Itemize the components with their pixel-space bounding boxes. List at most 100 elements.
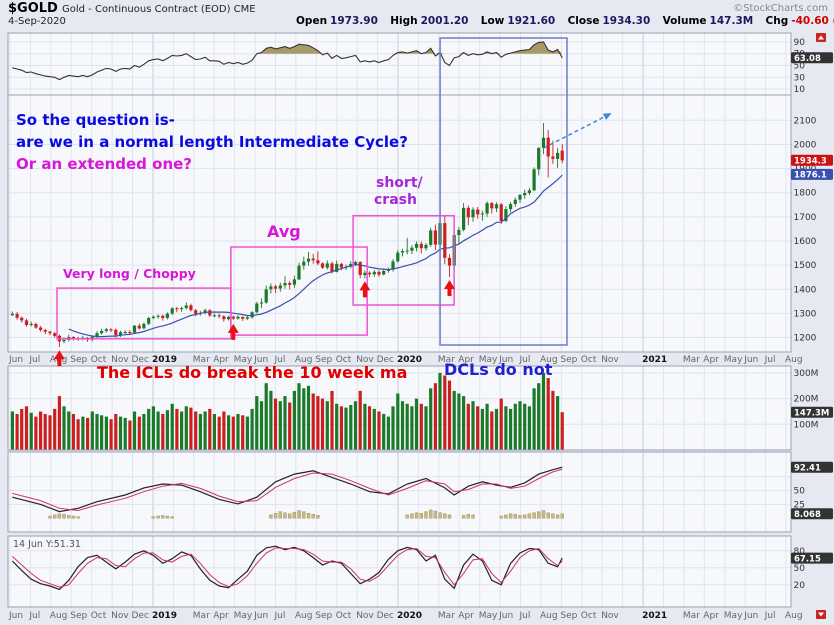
low-label: Low (480, 15, 505, 27)
svg-text:1200: 1200 (794, 334, 817, 344)
svg-text:Oct: Oct (91, 611, 107, 621)
svg-text:1700: 1700 (794, 213, 817, 223)
svg-text:100M: 100M (794, 420, 819, 430)
svg-text:1934.3: 1934.3 (794, 157, 827, 167)
price-panel (8, 95, 791, 352)
symbol-description: Gold - Continuous Contract (EOD) CME (62, 4, 256, 15)
svg-text:Dec: Dec (377, 355, 394, 365)
svg-text:Aug: Aug (785, 611, 803, 621)
svg-text:Jun: Jun (253, 355, 268, 365)
svg-text:Aug: Aug (295, 355, 313, 365)
open-value: 1973.90 (330, 15, 378, 27)
svg-text:Nov: Nov (601, 355, 619, 365)
icl-arrow (444, 280, 455, 296)
svg-text:Mar: Mar (193, 355, 210, 365)
chart-date: 4-Sep-2020 (8, 16, 66, 27)
svg-text:Sep: Sep (560, 355, 577, 365)
svg-text:2020: 2020 (397, 611, 422, 621)
svg-text:Aug: Aug (295, 611, 313, 621)
annotation-question-1: So the question is- (16, 111, 175, 129)
svg-text:May: May (724, 611, 743, 621)
svg-text:1300: 1300 (794, 309, 817, 319)
svg-text:Jun: Jun (743, 355, 758, 365)
svg-text:50: 50 (794, 62, 806, 72)
svg-text:63.08: 63.08 (794, 54, 821, 64)
chg-label: Chg (765, 15, 789, 27)
svg-text:Apr: Apr (213, 355, 229, 365)
annotation-dcl-note: DCLs do not (444, 360, 553, 379)
axis-scroll-down-icon[interactable] (816, 610, 826, 619)
svg-text:92.41: 92.41 (794, 463, 821, 473)
volume-value: 147.3M (709, 15, 754, 27)
svg-text:May: May (479, 611, 498, 621)
quote-strip: Open 1973.90 High 2001.20 Low 1921.60 Close… (296, 15, 834, 27)
svg-text:Jul: Jul (764, 355, 776, 365)
svg-text:Mar: Mar (438, 355, 455, 365)
svg-text:Oct: Oct (581, 611, 597, 621)
svg-text:Jul: Jul (519, 611, 531, 621)
svg-text:Jul: Jul (764, 611, 776, 621)
svg-text:2000: 2000 (794, 141, 817, 151)
annotation-question-3: Or an extended one? (16, 155, 192, 173)
annotation-crash: crash (374, 192, 417, 208)
annotation-very-long-choppy: Very long / Choppy (63, 266, 196, 281)
svg-text:Oct: Oct (336, 611, 352, 621)
svg-text:1876.1: 1876.1 (794, 171, 827, 181)
svg-text:2021: 2021 (642, 355, 667, 365)
close-value: 1934.30 (602, 15, 651, 27)
svg-text:Jul: Jul (28, 355, 40, 365)
svg-text:Oct: Oct (91, 355, 107, 365)
low-value: 1921.60 (507, 15, 556, 27)
svg-text:Apr: Apr (703, 611, 719, 621)
svg-text:Oct: Oct (336, 355, 352, 365)
svg-text:Apr: Apr (458, 611, 474, 621)
svg-text:Jul: Jul (274, 611, 286, 621)
rsi-panel (8, 33, 791, 95)
svg-text:Mar: Mar (438, 611, 455, 621)
volume-label: Volume (662, 15, 707, 27)
svg-text:Apr: Apr (213, 611, 229, 621)
svg-text:50: 50 (794, 564, 806, 574)
svg-text:300M: 300M (794, 369, 819, 379)
svg-text:May: May (234, 355, 253, 365)
icl-arrow (359, 281, 371, 298)
svg-text:Aug: Aug (50, 611, 68, 621)
svg-text:67.15: 67.15 (794, 554, 821, 564)
bottom-panel-hover-label: 14 Jun Y:51.31 (11, 539, 83, 550)
svg-text:Mar: Mar (683, 611, 700, 621)
svg-text:Sep: Sep (315, 355, 332, 365)
svg-text:Dec: Dec (132, 355, 149, 365)
svg-text:Sep: Sep (70, 611, 87, 621)
chg-value: -40.60 (-2.06%) (791, 15, 834, 27)
svg-text:10: 10 (794, 85, 806, 95)
open-label: Open (296, 15, 328, 27)
svg-text:Jul: Jul (28, 611, 40, 621)
svg-text:200M: 200M (794, 395, 819, 405)
svg-text:Nov: Nov (356, 355, 374, 365)
svg-text:8.068: 8.068 (794, 510, 821, 520)
stockcharts-watermark-link[interactable]: ©StockCharts.com (733, 3, 828, 14)
svg-text:May: May (724, 355, 743, 365)
svg-text:2100: 2100 (794, 116, 817, 126)
p5-panel (8, 536, 791, 607)
price-ma-line (68, 174, 563, 338)
svg-text:Sep: Sep (560, 611, 577, 621)
svg-text:Jun: Jun (498, 355, 513, 365)
svg-text:May: May (234, 611, 253, 621)
axis-scroll-up-icon[interactable] (816, 33, 826, 42)
annotation-short: short/ (376, 175, 423, 191)
svg-text:Nov: Nov (111, 355, 129, 365)
svg-text:Aug: Aug (540, 355, 558, 365)
svg-text:Sep: Sep (315, 611, 332, 621)
annotation-avg: Avg (267, 222, 301, 241)
svg-text:Mar: Mar (683, 355, 700, 365)
rsi-line (12, 41, 563, 81)
svg-text:Apr: Apr (703, 355, 719, 365)
svg-text:Jun: Jun (743, 611, 758, 621)
icl-arrow (227, 323, 239, 340)
svg-text:Jun: Jun (253, 611, 268, 621)
p4-panel (8, 452, 791, 532)
svg-text:Jul: Jul (519, 355, 531, 365)
cycle-box (230, 246, 368, 336)
svg-text:Jun: Jun (8, 611, 23, 621)
